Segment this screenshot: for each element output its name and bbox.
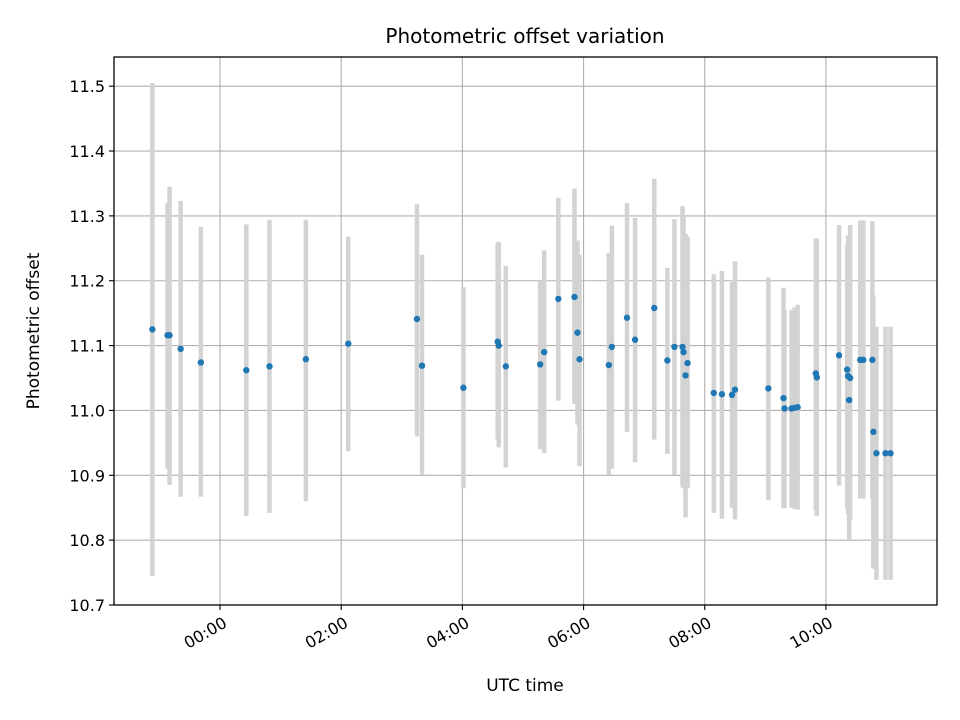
y-axis: 10.7 10.8 10.9 11.0 11.1 11.2 11.3 11.4 11.5 [69, 77, 114, 615]
data-point [680, 348, 687, 356]
y-tick-label: 11.4 [69, 142, 105, 161]
y-tick-label: 10.9 [69, 466, 105, 485]
data-point [413, 315, 421, 323]
data-point [495, 342, 502, 349]
data-point [623, 314, 631, 321]
plot-frame [113, 56, 938, 606]
data-point [608, 343, 616, 351]
data-point [731, 386, 739, 393]
data-point [149, 326, 156, 333]
data-point [302, 356, 310, 363]
data-point [679, 343, 686, 351]
data-point [869, 356, 876, 364]
y-tick-label: 10.8 [69, 531, 105, 550]
data-point [882, 450, 889, 457]
data-point [418, 362, 426, 369]
data-point [671, 343, 678, 351]
data-point [846, 374, 854, 382]
y-tick-label: 11.1 [69, 337, 105, 356]
data-point [555, 295, 562, 303]
data-point [345, 340, 352, 347]
data-point [682, 372, 689, 379]
data-point [266, 363, 273, 370]
data-point [870, 428, 877, 436]
data-point [605, 361, 613, 369]
chart-title: Photometric offset variation [385, 24, 664, 48]
data-point [860, 356, 867, 364]
data-point [197, 359, 205, 366]
data-point [843, 366, 851, 373]
y-axis-title: Photometric offset [24, 252, 44, 409]
x-axis-title: UTC time [486, 676, 564, 696]
y-tick-label: 10.7 [69, 596, 105, 615]
data-point [460, 384, 467, 391]
data-point [166, 332, 173, 339]
y-tick-label: 11.2 [69, 272, 105, 291]
data-point [177, 345, 184, 353]
data-point [631, 336, 639, 343]
data-point [502, 363, 510, 370]
data-point [540, 348, 548, 356]
data-point [576, 356, 583, 363]
data-point [794, 404, 801, 411]
y-tick-label: 11.5 [69, 77, 105, 96]
data-point [780, 394, 787, 402]
data-point [574, 329, 581, 336]
data-point [710, 389, 718, 397]
data-point [873, 450, 880, 457]
data-point [684, 359, 691, 367]
data-point [781, 405, 788, 412]
data-points [149, 293, 894, 457]
data-point [243, 367, 250, 374]
data-point [571, 293, 578, 301]
data-point [536, 361, 544, 368]
data-point [718, 391, 726, 398]
y-tick-label: 11.0 [69, 401, 105, 420]
data-point [887, 450, 894, 457]
data-point [835, 352, 843, 359]
data-point [664, 357, 671, 364]
y-tick-label: 11.3 [69, 207, 105, 226]
data-point [813, 374, 821, 381]
data-point [765, 385, 772, 392]
data-point [845, 396, 853, 404]
data-point [651, 304, 658, 312]
data-point [728, 391, 736, 399]
